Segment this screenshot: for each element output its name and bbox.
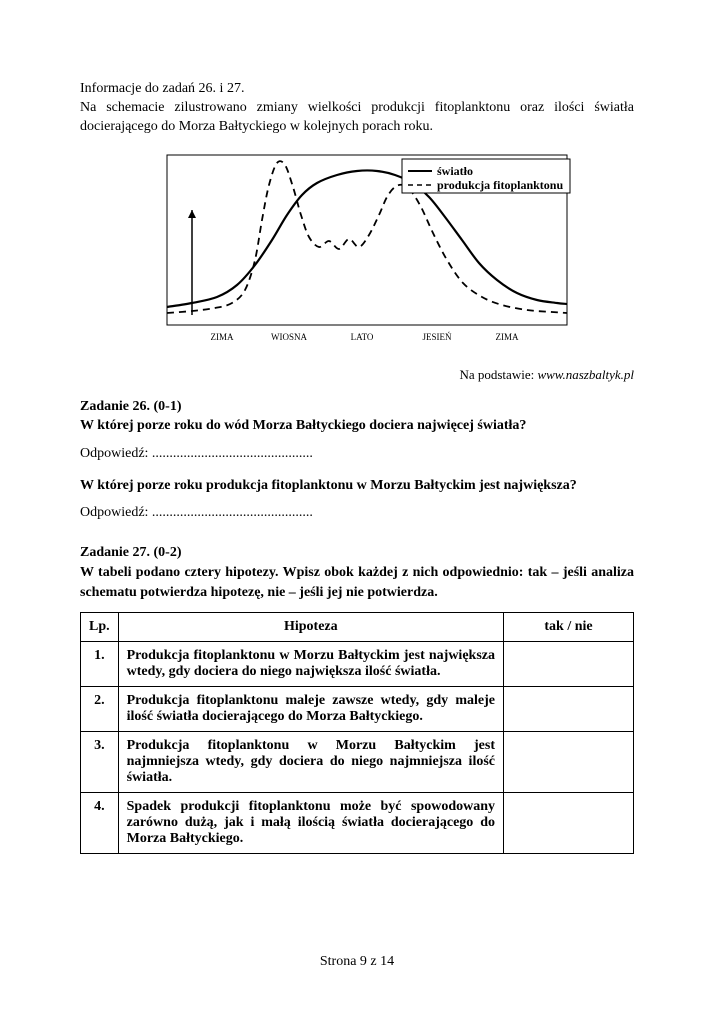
task27-instr: W tabeli podano cztery hipotezy. Wpisz o… (80, 563, 634, 602)
svg-text:LATO: LATO (351, 332, 374, 342)
task26-q1: W której porze roku do wód Morza Bałtyck… (80, 416, 634, 436)
source-url: www.naszbaltyk.pl (537, 367, 634, 382)
table-header-row: Lp. Hipoteza tak / nie (81, 613, 634, 642)
col-hyp: Hipoteza (118, 613, 503, 642)
cell-hypothesis: Produkcja fitoplanktonu maleje zawsze wt… (118, 687, 503, 732)
hypothesis-table: Lp. Hipoteza tak / nie 1.Produkcja fitop… (80, 612, 634, 854)
cell-lp: 3. (81, 732, 119, 793)
cell-lp: 2. (81, 687, 119, 732)
cell-answer[interactable] (504, 642, 634, 687)
task26-answer1: Odpowiedź: .............................… (80, 446, 634, 462)
cell-answer[interactable] (504, 793, 634, 854)
page: Informacje do zadań 26. i 27. Na schemac… (0, 0, 714, 1010)
svg-text:WIOSNA: WIOSNA (271, 332, 307, 342)
svg-text:JESIEŃ: JESIEŃ (423, 332, 453, 342)
cell-hypothesis: Spadek produkcji fitoplanktonu może być … (118, 793, 503, 854)
svg-text:produkcja fitoplanktonu: produkcja fitoplanktonu (437, 178, 563, 192)
svg-text:ZIMA: ZIMA (211, 332, 234, 342)
source-line: Na podstawie: www.naszbaltyk.pl (80, 367, 634, 383)
task26-head: Zadanie 26. (0-1) (80, 397, 634, 417)
col-lp: Lp. (81, 613, 119, 642)
task26-answer2: Odpowiedź: .............................… (80, 505, 634, 521)
chart-container: światłoprodukcja fitoplanktonu ZIMA WIOSNA… (137, 145, 577, 355)
table-row: 3.Produkcja fitoplanktonu w Morzu Bałtyc… (81, 732, 634, 793)
table-row: 1.Produkcja fitoplanktonu w Morzu Bałtyc… (81, 642, 634, 687)
cell-lp: 4. (81, 793, 119, 854)
col-tn: tak / nie (504, 613, 634, 642)
cell-hypothesis: Produkcja fitoplanktonu w Morzu Bałtycki… (118, 732, 503, 793)
intro-text: Na schemacie zilustrowano zmiany wielkoś… (80, 99, 634, 137)
task27-head: Zadanie 27. (0-2) (80, 543, 634, 563)
svg-text:ZIMA: ZIMA (496, 332, 519, 342)
table-row: 4.Spadek produkcji fitoplanktonu może by… (81, 793, 634, 854)
cell-answer[interactable] (504, 687, 634, 732)
cell-answer[interactable] (504, 732, 634, 793)
cell-hypothesis: Produkcja fitoplanktonu w Morzu Bałtycki… (118, 642, 503, 687)
cell-lp: 1. (81, 642, 119, 687)
intro-heading: Informacje do zadań 26. i 27. (80, 80, 634, 99)
chart: światłoprodukcja fitoplanktonu ZIMA WIOSNA… (137, 145, 577, 355)
svg-text:światło: światło (437, 164, 473, 178)
task26-q2: W której porze roku produkcja fitoplankt… (80, 476, 634, 496)
page-footer: Strona 9 z 14 (0, 954, 714, 970)
table-row: 2.Produkcja fitoplanktonu maleje zawsze … (81, 687, 634, 732)
source-label: Na podstawie: (459, 367, 537, 382)
